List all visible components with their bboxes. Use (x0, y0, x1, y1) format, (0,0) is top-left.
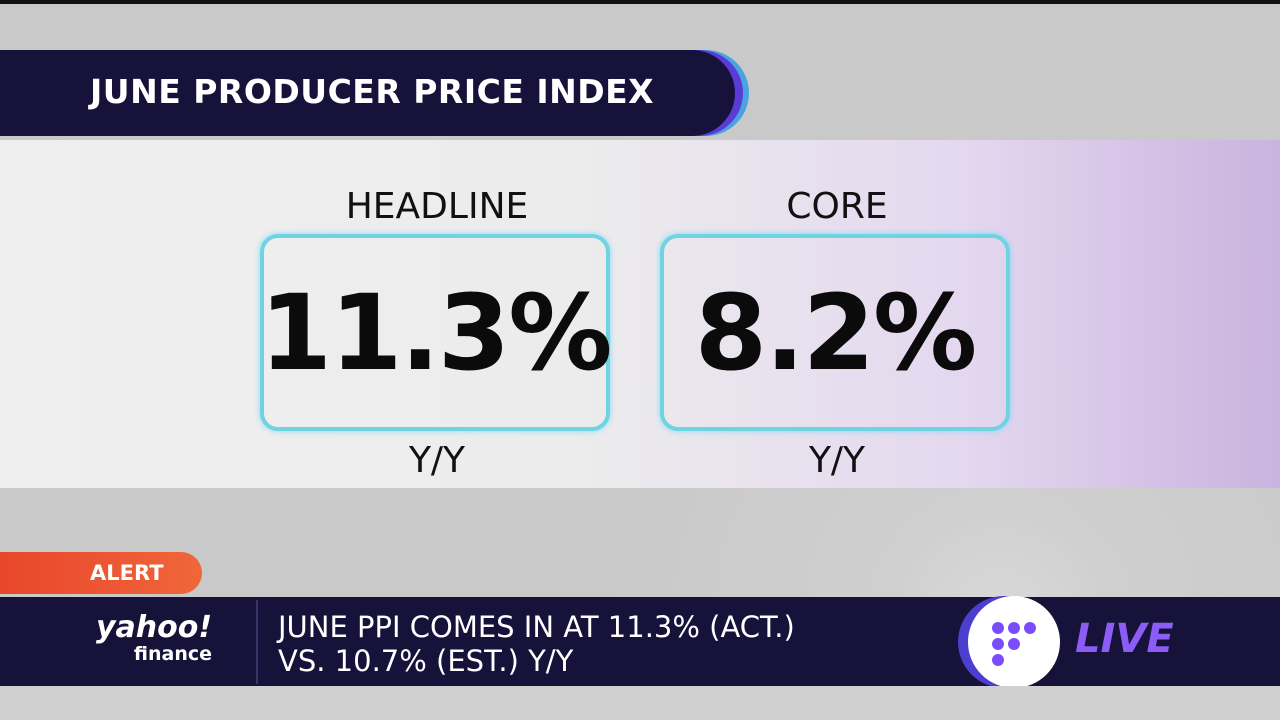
unit: Y/Y (808, 440, 866, 481)
logo: yahoo! finance (86, 610, 212, 665)
unit: Y/Y (408, 440, 466, 481)
top-border (0, 0, 1280, 4)
value-box: 8.2% (660, 234, 1010, 431)
panel-label: HEADLINE (345, 186, 529, 227)
ticker-bar (0, 597, 1280, 686)
title: JUNE PRODUCER PRICE INDEX (90, 72, 655, 111)
panel-label: CORE (786, 186, 888, 227)
ticker-line: VS. 10.7% (EST.) Y/Y (278, 644, 574, 678)
value: 8.2% (694, 271, 977, 394)
logo-brand: yahoo! (95, 610, 212, 645)
bottom-strip (0, 686, 1280, 720)
ticker-line: JUNE PPI COMES IN AT 11.3% (ACT.) (278, 610, 795, 644)
logo-sub: finance (133, 643, 212, 665)
value: 11.3% (259, 271, 613, 394)
channel-icon (968, 596, 1060, 688)
alert-tag: ALERT (0, 552, 202, 594)
value-box: 11.3% (259, 234, 613, 431)
title-bar (0, 50, 735, 136)
panel (0, 140, 1280, 488)
separator (256, 600, 258, 684)
icon-dots (992, 622, 1036, 666)
live-label: LIVE (1075, 616, 1174, 662)
